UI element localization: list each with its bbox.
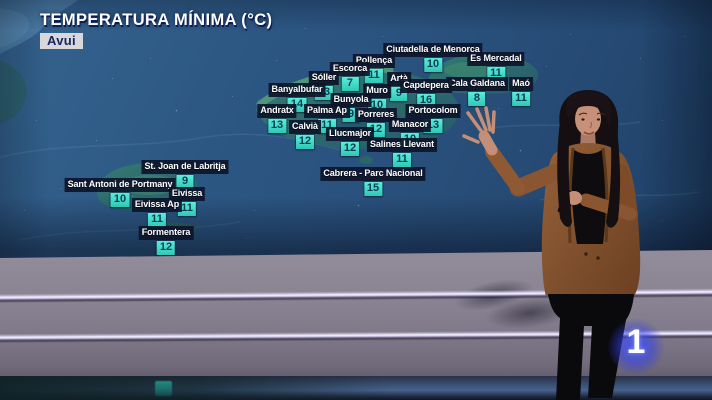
presenter xyxy=(462,90,641,400)
station-temp: 13 xyxy=(267,119,287,133)
station-temp: 15 xyxy=(363,182,383,196)
station-label: Porreres xyxy=(354,108,398,123)
station-label: Eivissa Ap xyxy=(131,198,183,213)
station-marker: Palma Ap 11 xyxy=(304,104,350,133)
station-label: Llucmajor xyxy=(325,127,375,142)
station-marker: Ciutadella de Menorca 10 xyxy=(383,43,483,72)
station-label: St. Joan de Labritja xyxy=(141,160,229,175)
logo-glow xyxy=(608,318,664,374)
station-label: Portocolom xyxy=(405,104,461,119)
station-label: Cala Galdana xyxy=(446,77,508,92)
station-marker: Cala Galdana 8 xyxy=(446,77,508,106)
station-label: Capdepera xyxy=(400,79,452,94)
station-label: Sant Antoni de Portmany xyxy=(64,178,176,193)
station-marker: St. Joan de Labritja 9 xyxy=(141,160,229,189)
station-label: Es Mercadal xyxy=(467,52,525,67)
station-temp: 10 xyxy=(423,58,443,72)
station-temp: 8 xyxy=(468,92,486,106)
station-marker: Calvià 12 xyxy=(289,120,321,149)
station-label: Maó xyxy=(509,77,533,92)
station-marker: Cabrera - Parc Nacional 15 xyxy=(320,167,426,196)
la1-logo: 1 xyxy=(608,318,664,374)
station-marker: Escorca 7 xyxy=(329,62,371,91)
presenter-face xyxy=(575,102,601,136)
station-temp: 9 xyxy=(176,175,194,189)
station-label: Escorca xyxy=(329,62,371,77)
station-temp: 11 xyxy=(512,92,530,106)
station-label: Palma Ap xyxy=(304,104,350,119)
station-label: Salines Llevant xyxy=(366,138,438,153)
station-marker: Llucmajor 12 xyxy=(325,127,375,156)
station-marker: Salines Llevant 11 xyxy=(366,138,438,167)
station-marker: Maó 11 xyxy=(509,77,533,106)
station-temp: 12 xyxy=(295,135,315,149)
station-label: Ciutadella de Menorca xyxy=(383,43,483,58)
station-label: Cabrera - Parc Nacional xyxy=(320,167,426,182)
stations-layer: Ciutadella de Menorca 10 Es Mercadal 11 … xyxy=(64,43,533,255)
station-marker: Sant Antoni de Portmany 10 xyxy=(64,178,176,207)
station-marker: Porreres 12 xyxy=(354,108,398,137)
station-temp: 11 xyxy=(178,202,196,216)
station-temp: 11 xyxy=(393,153,411,167)
presenter-hand xyxy=(462,106,496,144)
station-temp: 12 xyxy=(156,241,176,255)
presenter-legs xyxy=(548,294,634,400)
day-badge: Avui xyxy=(40,33,83,49)
station-label: Calvià xyxy=(289,120,321,135)
title-block: TEMPERATURA MÍNIMA (°C) Avui xyxy=(40,11,272,50)
station-label: Banyalbufar xyxy=(268,83,326,98)
station-label: Bunyola xyxy=(330,93,372,108)
logo-digit: 1 xyxy=(626,323,646,361)
station-label: Eivissa xyxy=(168,187,206,202)
floor-reflection-glyph xyxy=(155,381,172,396)
station-temp: 10 xyxy=(110,193,130,207)
station-label: Manacor xyxy=(388,118,432,133)
station-marker: Andratx 13 xyxy=(257,104,297,133)
station-marker: Formentera 12 xyxy=(138,226,194,255)
page-title: TEMPERATURA MÍNIMA (°C) xyxy=(40,11,273,29)
station-temp: 12 xyxy=(340,142,360,156)
station-label: Andratx xyxy=(257,104,297,119)
station-label: Sóller xyxy=(308,71,340,86)
island-cabrera xyxy=(359,156,373,164)
station-marker: Eivissa Ap 11 xyxy=(131,198,183,227)
station-label: Formentera xyxy=(138,226,194,241)
station-marker: Eivissa 11 xyxy=(168,187,206,216)
station-temp: 7 xyxy=(341,77,359,91)
station-temp: 11 xyxy=(148,213,166,227)
